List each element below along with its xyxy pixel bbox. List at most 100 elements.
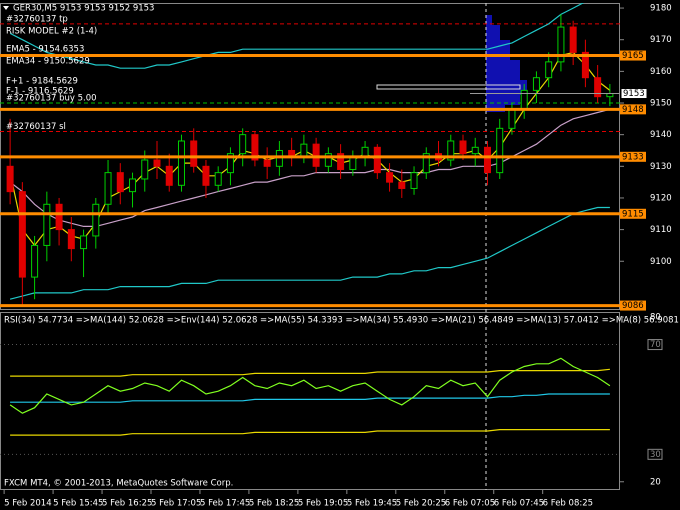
level-label: 9086 xyxy=(622,301,644,311)
candle-body xyxy=(104,172,112,205)
x-tick-label: 5 Feb 17:05 xyxy=(151,499,201,509)
level-label: 30 xyxy=(650,450,661,460)
level-tag xyxy=(620,104,646,115)
rsi-frame xyxy=(0,312,620,490)
level-tag xyxy=(620,208,646,219)
level-label: 9133 xyxy=(622,152,644,162)
volume-profile xyxy=(486,15,527,112)
x-tick-label: 5 Feb 16:25 xyxy=(102,499,152,509)
indicator-line xyxy=(9,3,585,69)
candle-body xyxy=(557,26,565,63)
candle-body xyxy=(251,134,259,161)
y-tick-label: 9140 xyxy=(650,130,672,140)
y-tick-label: 9150 xyxy=(650,99,672,109)
candle-body xyxy=(6,165,14,193)
y-tick-label: 20 xyxy=(650,477,661,487)
order-label: #32760137 tp xyxy=(6,14,68,24)
level-tag xyxy=(620,50,646,61)
x-tick-label: 6 Feb 08:25 xyxy=(543,499,593,509)
candle-body xyxy=(31,244,39,278)
candle-body xyxy=(496,127,504,174)
candle-body xyxy=(190,140,198,167)
menu-arrow xyxy=(3,6,9,10)
candle-body xyxy=(386,172,394,183)
candle-body xyxy=(43,203,51,246)
y-tick-label: 9170 xyxy=(650,35,672,45)
indicator-line xyxy=(10,429,610,436)
x-tick-label: 5 Feb 20:25 xyxy=(396,499,446,509)
candle-body xyxy=(508,108,516,129)
candle-body xyxy=(422,153,430,174)
order-label: #32760137 buy 5.00 xyxy=(6,94,97,104)
candle-body xyxy=(312,143,320,167)
level-tag xyxy=(620,151,646,162)
candle-body xyxy=(116,172,124,193)
candle-body xyxy=(202,165,210,186)
indicator-line xyxy=(9,206,610,300)
candle-body xyxy=(18,191,26,278)
y-tick-label: 9120 xyxy=(650,193,672,203)
x-tick-label: 5 Feb 2014 xyxy=(4,499,52,509)
y-tick-label: 9130 xyxy=(650,162,672,172)
candle-body xyxy=(129,178,137,193)
candle-body xyxy=(410,172,418,189)
x-tick-label: 5 Feb 15:45 xyxy=(53,499,103,509)
candle-body xyxy=(569,26,577,53)
candle-body xyxy=(177,140,185,186)
candle-body xyxy=(337,153,345,170)
candle-body xyxy=(226,153,234,174)
level-label: 9115 xyxy=(622,209,644,219)
plot-area xyxy=(9,357,611,436)
candle-body xyxy=(471,146,479,155)
annotation: F-1 - 9116.5629 xyxy=(6,87,74,97)
candle-body xyxy=(275,149,283,167)
candle-body xyxy=(263,159,271,167)
annotation: EMA5 - 9154.6353 xyxy=(6,45,84,55)
annotation: RISK MODEL #2 (1-4) xyxy=(6,27,97,37)
level-tag xyxy=(620,300,646,311)
candle-body xyxy=(214,172,222,186)
candle-body xyxy=(545,61,553,79)
x-tick-label: 6 Feb 07:45 xyxy=(494,499,544,509)
indicator-line xyxy=(10,368,610,377)
x-tick-label: 5 Feb 19:45 xyxy=(347,499,397,509)
y-tick-label: 9160 xyxy=(650,67,672,77)
footer: FXCM MT4, © 2001-2013, MetaQuotes Softwa… xyxy=(4,479,233,489)
y-tick-label: 80 xyxy=(650,313,661,323)
y-tick-label: 9100 xyxy=(650,257,672,267)
level-label: 9165 xyxy=(622,51,644,61)
y-tick-label: 9180 xyxy=(650,4,672,14)
indicator-line xyxy=(9,357,611,414)
candle-body xyxy=(300,143,308,158)
indicator-line xyxy=(10,393,610,403)
level-tag xyxy=(647,339,663,351)
candle-body xyxy=(398,181,406,189)
candle-body xyxy=(239,134,247,155)
x-tick-label: 5 Feb 19:05 xyxy=(298,499,348,509)
candle-body xyxy=(483,146,491,174)
candle-body xyxy=(459,140,467,155)
candle-body xyxy=(165,165,173,186)
level-tag xyxy=(647,448,663,460)
candle-body xyxy=(153,159,161,167)
candle-body xyxy=(55,203,63,231)
candle-body xyxy=(141,159,149,180)
y-tick-label: 9110 xyxy=(650,225,672,235)
current-price-tag xyxy=(620,88,648,100)
candle-body xyxy=(324,153,332,167)
x-tick-label: 5 Feb 18:25 xyxy=(249,499,299,509)
x-tick-label: 5 Feb 17:45 xyxy=(200,499,250,509)
candle-body xyxy=(92,203,100,237)
current-price-label: 9153 xyxy=(623,89,645,99)
candle-body xyxy=(349,156,357,170)
candle-body xyxy=(447,140,455,161)
level-label: 9148 xyxy=(622,105,644,115)
candle-body xyxy=(532,77,540,91)
candle-body xyxy=(67,229,75,250)
order-label: #32760137 sl xyxy=(6,122,66,132)
x-tick-label: 6 Feb 07:05 xyxy=(445,499,495,509)
annotation: EMA34 - 9150.5629 xyxy=(6,57,90,67)
candle-body xyxy=(594,77,602,98)
